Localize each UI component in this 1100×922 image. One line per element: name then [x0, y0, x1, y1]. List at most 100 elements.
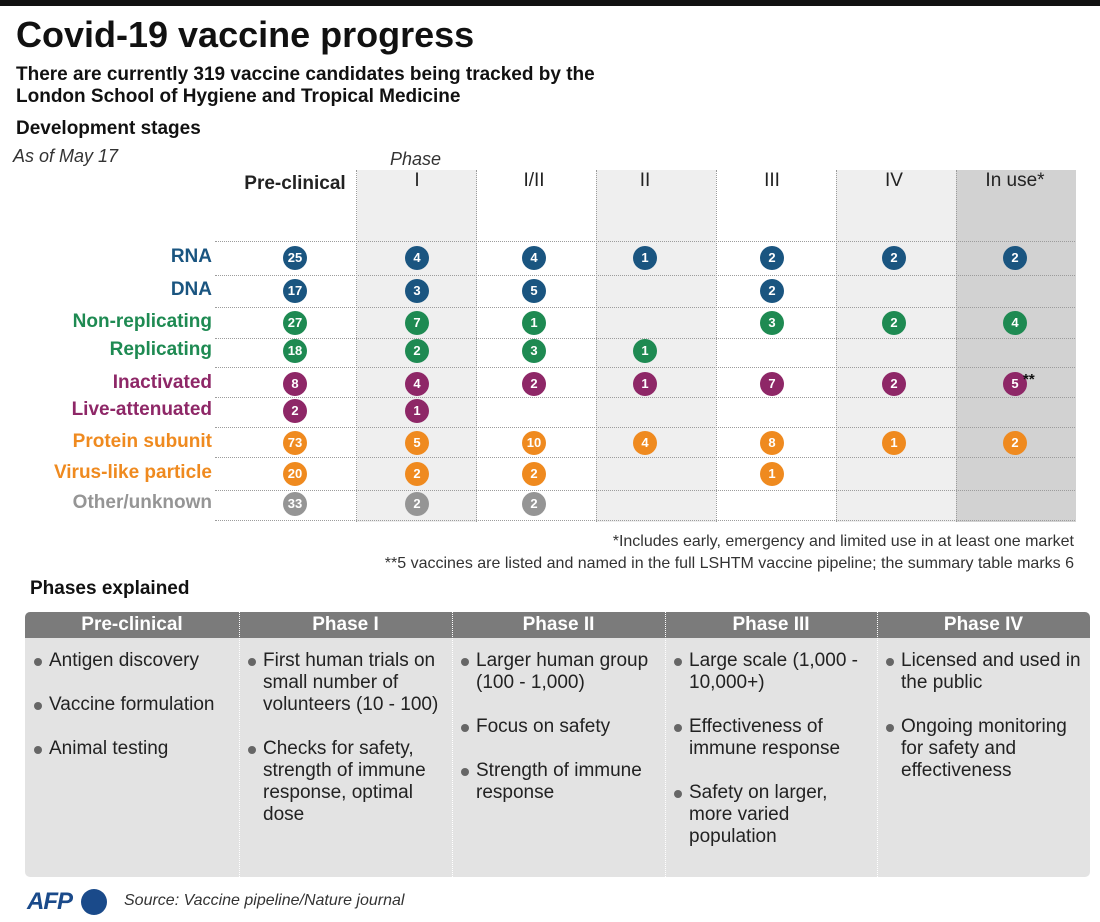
phase-bullet: Larger human group (100 - 1,000): [460, 650, 659, 694]
count-bubble: 18: [283, 339, 307, 363]
row-divider: [215, 397, 1075, 398]
chart-subtitle: There are currently 319 vaccine candidat…: [16, 64, 595, 107]
phase-bullet: Focus on safety: [460, 716, 659, 738]
row-divider: [215, 241, 1075, 242]
phases-table-header: [25, 612, 1090, 638]
afp-logo: AFP: [27, 886, 111, 918]
row-divider: [215, 457, 1075, 458]
count-bubble: 5: [405, 431, 429, 455]
column-divider: [596, 170, 597, 522]
count-bubble: 33: [283, 492, 307, 516]
phase-bullet: Effectiveness of immune response: [673, 716, 871, 760]
phase-bullet: Licensed and used in the public: [885, 650, 1084, 694]
phase-bullet: Vaccine formulation: [33, 694, 233, 716]
count-bubble: 3: [760, 311, 784, 335]
phase-bullet: Strength of immune response: [460, 760, 659, 804]
count-bubble: 8: [760, 431, 784, 455]
row-label: Inactivated: [112, 372, 212, 393]
phase-bullets: Large scale (1,000 - 10,000+) Effectivene…: [665, 638, 877, 848]
footnote-lshtm: **5 vaccines are listed and named in the…: [384, 555, 1074, 572]
count-bubble: 4: [522, 246, 546, 270]
count-bubble: 2: [1003, 431, 1027, 455]
phase-name: Phase IV: [943, 614, 1024, 635]
row-label: Live-attenuated: [71, 399, 212, 420]
count-bubble: 2: [522, 462, 546, 486]
count-bubble: 20: [283, 462, 307, 486]
phase-bullet: Checks for safety, strength of immune re…: [247, 738, 446, 826]
afp-logo-text: AFP: [27, 888, 73, 915]
count-bubble: 4: [405, 372, 429, 396]
column-header: II: [639, 170, 651, 191]
count-bubble: 10: [522, 431, 546, 455]
column-divider: [836, 170, 837, 522]
count-bubble: 2: [882, 246, 906, 270]
row-label: Protein subunit: [72, 431, 212, 452]
column-divider: [716, 170, 717, 522]
count-bubble: 3: [405, 279, 429, 303]
count-bubble: 1: [760, 462, 784, 486]
count-bubble: 2: [882, 311, 906, 335]
row-label: Replicating: [109, 339, 212, 360]
phase-bullets: Antigen discovery Vaccine formulation Anim…: [25, 638, 239, 760]
row-divider: [215, 307, 1075, 308]
count-bubble: 7: [760, 372, 784, 396]
count-bubble: 2: [405, 462, 429, 486]
phase-bullet: Animal testing: [33, 738, 233, 760]
count-bubble: 73: [283, 431, 307, 455]
count-bubble: 1: [633, 372, 657, 396]
row-divider: [215, 367, 1075, 368]
count-bubble: 27: [283, 311, 307, 335]
count-bubble: 1: [405, 399, 429, 423]
column-header: IV: [885, 170, 903, 191]
row-label: Non-replicating: [72, 311, 212, 332]
column-header: In use*: [985, 170, 1045, 191]
phase-bullet: Large scale (1,000 - 10,000+): [673, 650, 871, 694]
phase-bullets: Licensed and used in the public Ongoing m…: [877, 638, 1090, 782]
phase-column: Pre-clinical Antigen discovery Vaccine for…: [25, 612, 239, 877]
band-in-use: [956, 170, 1076, 522]
column-divider: [956, 170, 957, 522]
phase-name: Phase II: [522, 614, 595, 635]
count-bubble: 1: [633, 246, 657, 270]
count-bubble: 1: [633, 339, 657, 363]
phase-bullet: Ongoing monitoring for safety and effect…: [885, 716, 1084, 782]
row-divider: [215, 520, 1075, 521]
phase-label: Phase: [390, 149, 442, 169]
count-bubble: 4: [633, 431, 657, 455]
phase-divider: [665, 612, 666, 877]
section-title: Development stages: [16, 118, 201, 139]
row-divider: [215, 427, 1075, 428]
phase-bullet: Safety on larger, more varied population: [673, 782, 871, 848]
phase-column: Phase II Larger human group (100 - 1,000)…: [452, 612, 665, 877]
column-header: I: [414, 170, 420, 191]
row-divider: [215, 338, 1075, 339]
count-bubble: 4: [405, 246, 429, 270]
phase-name: Phase III: [732, 614, 810, 635]
count-bubble: 5: [522, 279, 546, 303]
row-divider: [215, 275, 1075, 276]
count-bubble: 2: [283, 399, 307, 423]
count-bubble: 4: [1003, 311, 1027, 335]
as-of-date: As of May 17: [13, 146, 119, 166]
row-label: Other/unknown: [72, 492, 212, 513]
phase-bullet: Antigen discovery: [33, 650, 233, 672]
footnote-in-use: *Includes early, emergency and limited u…: [612, 533, 1074, 550]
phase-column: Phase IV Licensed and used in the public O…: [877, 612, 1090, 877]
phase-name: Pre-clinical: [81, 614, 183, 635]
phase-divider: [239, 612, 240, 877]
phases-table: Pre-clinical Antigen discovery Vaccine for…: [25, 612, 1090, 877]
count-bubble: 1: [522, 311, 546, 335]
row-label: Virus-like particle: [53, 462, 212, 483]
phase-column: Phase III Large scale (1,000 - 10,000+) Ef…: [665, 612, 877, 877]
count-bubble: 2: [760, 279, 784, 303]
count-bubble: 2: [882, 372, 906, 396]
top-rule: [0, 0, 1100, 6]
footnote-mark: **: [1023, 371, 1035, 388]
count-bubble: 5: [1003, 372, 1027, 396]
phase-column: Phase I First human trials on small numbe…: [239, 612, 452, 877]
chart-title: Covid-19 vaccine progress: [16, 14, 475, 55]
phases-title: Phases explained: [30, 578, 190, 599]
column-divider: [476, 170, 477, 522]
count-bubble: 25: [283, 246, 307, 270]
count-bubble: 17: [283, 279, 307, 303]
